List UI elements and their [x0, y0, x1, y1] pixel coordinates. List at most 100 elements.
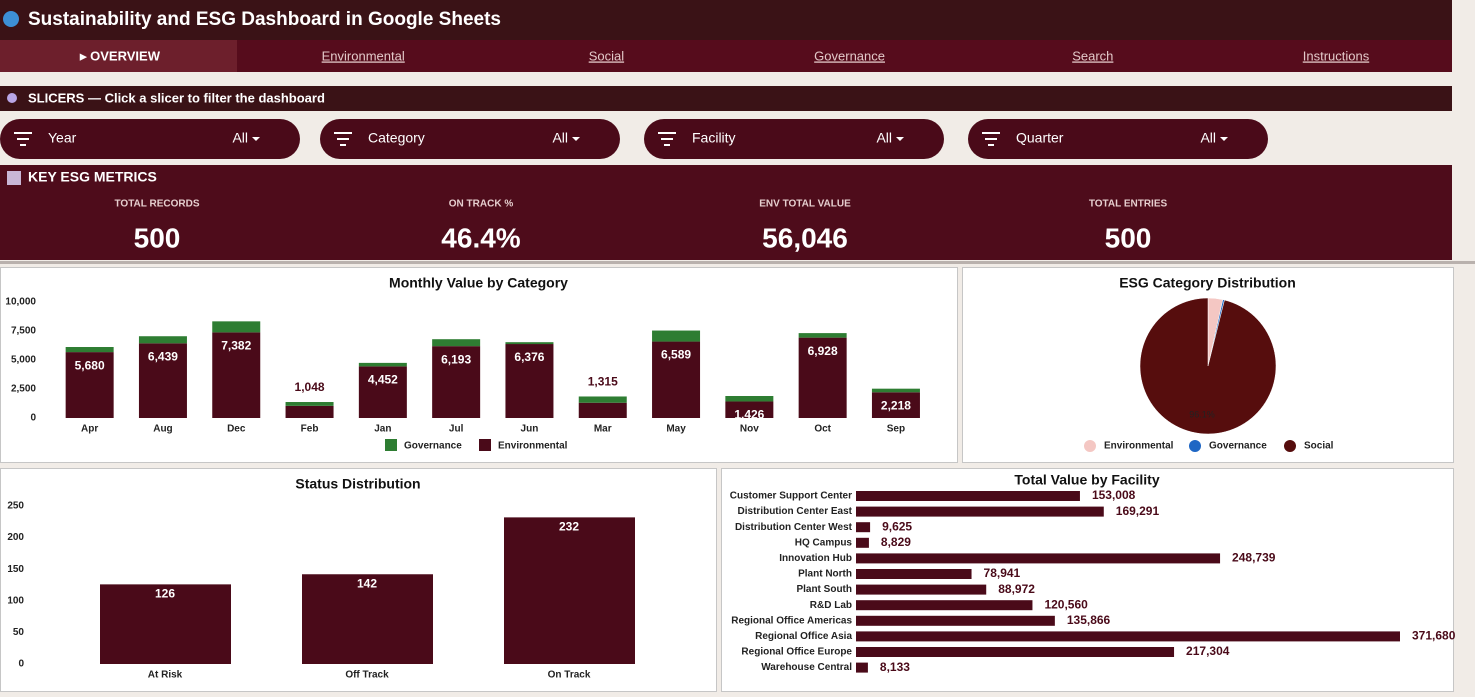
metrics-panel	[0, 165, 1452, 260]
filter-icon	[661, 138, 673, 140]
chart-title: ESG Category Distribution	[1119, 275, 1296, 291]
filter-icon	[985, 138, 997, 140]
bar-segment	[138, 343, 187, 418]
tab[interactable]: Governance	[814, 48, 885, 63]
y-tick-label: HQ Campus	[795, 537, 853, 548]
data-label: 6,376	[514, 350, 544, 364]
metric-value: 500	[1105, 222, 1152, 253]
data-label: 232	[559, 520, 579, 534]
x-tick-label: Apr	[81, 424, 98, 435]
filter-icon	[988, 144, 994, 146]
data-label: 6,589	[661, 348, 691, 362]
globe-icon	[3, 11, 19, 27]
slicer[interactable]	[968, 119, 1268, 159]
bar-segment	[871, 392, 920, 418]
bar-segment	[798, 333, 847, 338]
y-tick-label: Regional Office Asia	[755, 631, 852, 642]
x-tick-label: Jan	[374, 424, 391, 435]
slicer[interactable]	[644, 119, 944, 159]
y-tick-label: 250	[7, 501, 24, 512]
tab[interactable]: Social	[589, 48, 625, 63]
bar	[100, 584, 231, 664]
legend-swatch	[1084, 440, 1096, 452]
y-tick-label: 0	[30, 413, 36, 424]
x-tick-label: At Risk	[148, 670, 183, 681]
y-tick-label: 150	[7, 564, 24, 575]
slicer-value: All	[232, 130, 248, 146]
slicer-label: Category	[368, 130, 425, 146]
data-label: 2,218	[881, 398, 911, 412]
bar-segment	[725, 401, 774, 418]
bar	[504, 517, 635, 664]
tab[interactable]: ▸ OVERVIEW	[79, 48, 161, 63]
legend-label: Social	[1304, 441, 1334, 452]
data-label: 4,452	[368, 373, 398, 387]
x-tick-label: Sep	[887, 424, 905, 435]
x-tick-label: Dec	[227, 424, 246, 435]
chart-title: Status Distribution	[295, 476, 420, 492]
data-label: 88,972	[998, 582, 1035, 596]
dropdown-arrow	[896, 137, 904, 141]
bar	[856, 584, 987, 595]
bar	[856, 491, 1080, 501]
x-tick-label: Jul	[449, 424, 464, 435]
slicer-label: Facility	[692, 130, 736, 146]
data-label: 78,941	[984, 566, 1021, 580]
x-tick-label: Feb	[301, 424, 319, 435]
filter-icon	[337, 138, 349, 140]
x-tick-label: May	[666, 424, 686, 435]
y-tick-label: 200	[7, 532, 24, 543]
tab-bar	[0, 40, 1452, 72]
data-label: 153,008	[1092, 488, 1136, 502]
chart-title: Monthly Value by Category	[389, 275, 568, 291]
bar	[856, 522, 871, 533]
y-tick-label: R&D Lab	[810, 600, 852, 611]
bar-segment	[212, 321, 261, 333]
y-tick-label: Warehouse Central	[761, 662, 852, 673]
y-tick-label: 10,000	[5, 297, 36, 308]
x-tick-label: Mar	[594, 424, 612, 435]
chart-icon	[7, 171, 21, 185]
slicer[interactable]	[320, 119, 620, 159]
divider	[0, 261, 1475, 264]
dropdown-arrow	[572, 137, 580, 141]
metric-label: TOTAL ENTRIES	[1089, 199, 1168, 210]
filter-icon	[14, 132, 32, 134]
bar-segment	[432, 346, 481, 418]
data-label: 371,680	[1412, 629, 1456, 643]
y-tick-label: Distribution Center East	[738, 506, 853, 517]
filter-icon	[340, 144, 346, 146]
metric-value: 500	[134, 222, 181, 253]
tab[interactable]: Environmental	[322, 48, 405, 63]
slicer-label: Quarter	[1016, 130, 1064, 146]
metrics-title: KEY ESG METRICS	[28, 169, 157, 185]
legend-label: Environmental	[498, 441, 568, 452]
bar-segment	[285, 405, 334, 418]
legend-label: Environmental	[1104, 441, 1174, 452]
slicer-value: All	[552, 130, 568, 146]
y-tick-label: 7,500	[11, 326, 36, 337]
bar-segment	[505, 342, 554, 345]
tab[interactable]: Search	[1072, 48, 1113, 63]
data-label: 8,133	[880, 660, 910, 674]
legend-swatch	[385, 439, 397, 451]
data-label: 1,426	[734, 408, 764, 422]
slicer[interactable]	[0, 119, 300, 159]
y-tick-label: 0	[18, 659, 24, 670]
x-tick-label: Aug	[153, 424, 172, 435]
data-label: 126	[155, 587, 175, 601]
legend-swatch	[1189, 440, 1201, 452]
bar	[856, 537, 869, 548]
metric-value: 56,046	[762, 222, 848, 253]
bar-segment	[358, 362, 407, 367]
tab[interactable]: Instructions	[1303, 48, 1370, 63]
bar-segment	[652, 341, 701, 418]
data-label: 1,048	[295, 380, 325, 394]
bar-segment	[358, 366, 407, 418]
bar-segment	[212, 332, 261, 418]
bar-segment	[65, 352, 114, 418]
header-bar	[0, 0, 1452, 40]
bar-segment	[65, 347, 114, 353]
